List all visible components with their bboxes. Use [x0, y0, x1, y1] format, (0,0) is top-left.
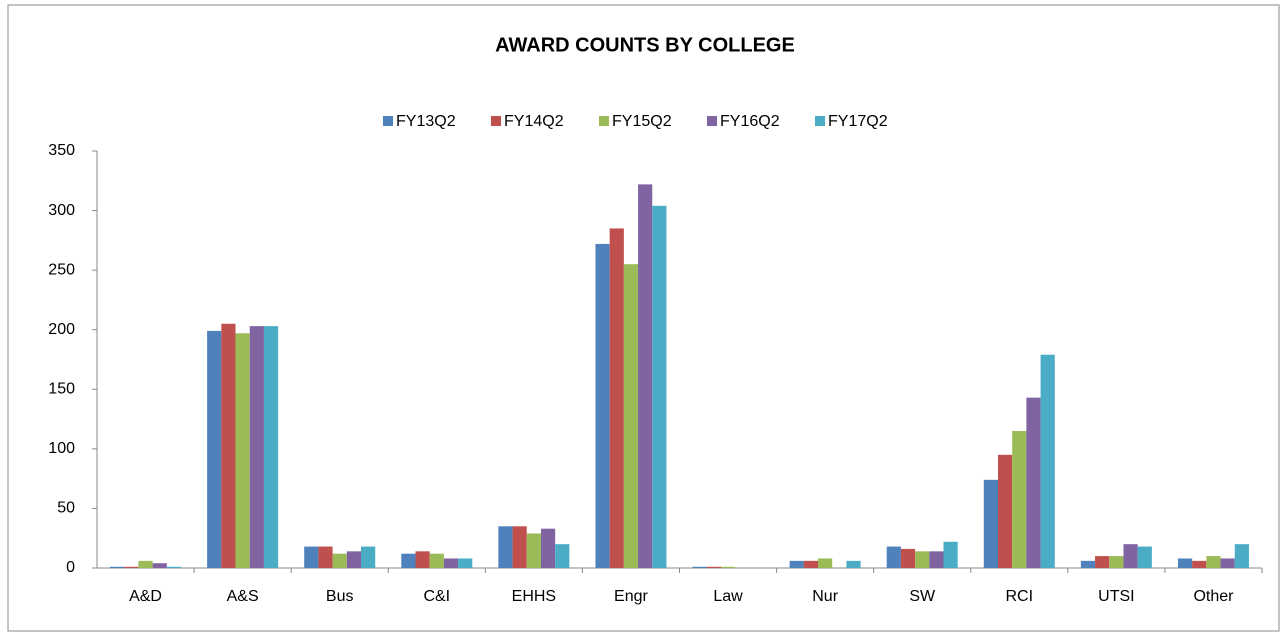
bar — [249, 326, 264, 568]
legend-swatch — [599, 116, 609, 126]
bar — [1012, 430, 1027, 568]
bar — [458, 558, 473, 568]
y-tick-label: 200 — [48, 321, 75, 338]
y-tick-label: 50 — [57, 500, 75, 517]
bar — [110, 566, 125, 568]
bar — [943, 541, 958, 568]
bar — [846, 560, 861, 568]
y-tick-label: 350 — [48, 142, 75, 159]
x-tick-label: EHHS — [512, 588, 556, 605]
bar — [138, 560, 153, 568]
bar — [235, 333, 250, 568]
bar — [1123, 544, 1138, 568]
legend-label: FY14Q2 — [504, 113, 564, 130]
y-tick-label: 300 — [48, 202, 75, 219]
bar — [429, 553, 444, 568]
bar — [1080, 560, 1096, 568]
bar — [803, 560, 819, 568]
bar — [166, 566, 182, 568]
bar — [886, 546, 901, 568]
legend-label: FY13Q2 — [396, 113, 456, 130]
bar — [124, 566, 139, 568]
legend-label: FY15Q2 — [612, 113, 672, 130]
y-tick-label: 150 — [48, 381, 75, 398]
x-tick-label: Bus — [326, 588, 354, 605]
bar — [332, 553, 347, 568]
bar — [555, 544, 570, 568]
bar — [443, 558, 459, 568]
bar — [263, 326, 279, 568]
bar — [304, 546, 319, 568]
bar — [512, 526, 527, 568]
bar — [1026, 397, 1041, 568]
x-tick-label: SW — [909, 588, 936, 605]
y-tick-label: 250 — [48, 261, 75, 278]
x-tick-label: Nur — [812, 588, 838, 605]
bar — [900, 548, 916, 568]
bar — [361, 546, 376, 568]
bar — [929, 551, 944, 568]
bar — [318, 546, 333, 568]
x-tick-label: A&D — [129, 588, 162, 605]
bar — [595, 243, 610, 568]
x-tick-label: RCI — [1006, 588, 1034, 605]
bar — [207, 330, 222, 568]
bar — [638, 184, 653, 569]
bar — [1220, 558, 1235, 568]
bar — [789, 560, 804, 568]
bar — [997, 454, 1013, 568]
bar — [152, 563, 167, 568]
bar — [720, 566, 736, 568]
bar — [1192, 560, 1207, 568]
bar — [1095, 556, 1110, 568]
bar — [526, 533, 541, 568]
y-tick-label: 0 — [66, 559, 75, 576]
bar — [1040, 354, 1055, 568]
x-tick-label: UTSI — [1098, 588, 1134, 605]
legend-swatch — [707, 116, 717, 126]
bar — [609, 228, 624, 568]
bar — [915, 551, 930, 568]
bar — [1206, 556, 1221, 568]
legend-label: FY16Q2 — [720, 113, 780, 130]
bar — [498, 526, 513, 568]
legend-label: FY17Q2 — [828, 113, 888, 130]
legend-swatch — [815, 116, 825, 126]
y-tick-label: 100 — [48, 440, 75, 457]
bar — [652, 205, 667, 568]
bar — [1109, 556, 1124, 568]
bar — [706, 566, 721, 568]
bar — [346, 551, 362, 568]
bar — [623, 264, 639, 568]
x-tick-label: A&S — [227, 588, 259, 605]
bar — [983, 479, 998, 568]
bar — [221, 323, 236, 568]
bar — [401, 553, 416, 568]
x-tick-label: Engr — [614, 588, 648, 605]
bar — [692, 566, 707, 568]
legend-swatch — [491, 116, 501, 126]
bar — [415, 551, 430, 568]
x-tick-label: Other — [1193, 588, 1234, 605]
bar — [1137, 546, 1152, 568]
legend-swatch — [383, 116, 393, 126]
chart-title: AWARD COUNTS BY COLLEGE — [495, 34, 795, 56]
bar — [540, 528, 556, 568]
x-tick-label: Law — [713, 588, 743, 605]
bar — [1234, 544, 1249, 568]
bar — [1177, 558, 1193, 568]
bar — [818, 558, 833, 568]
x-tick-label: C&I — [423, 588, 450, 605]
